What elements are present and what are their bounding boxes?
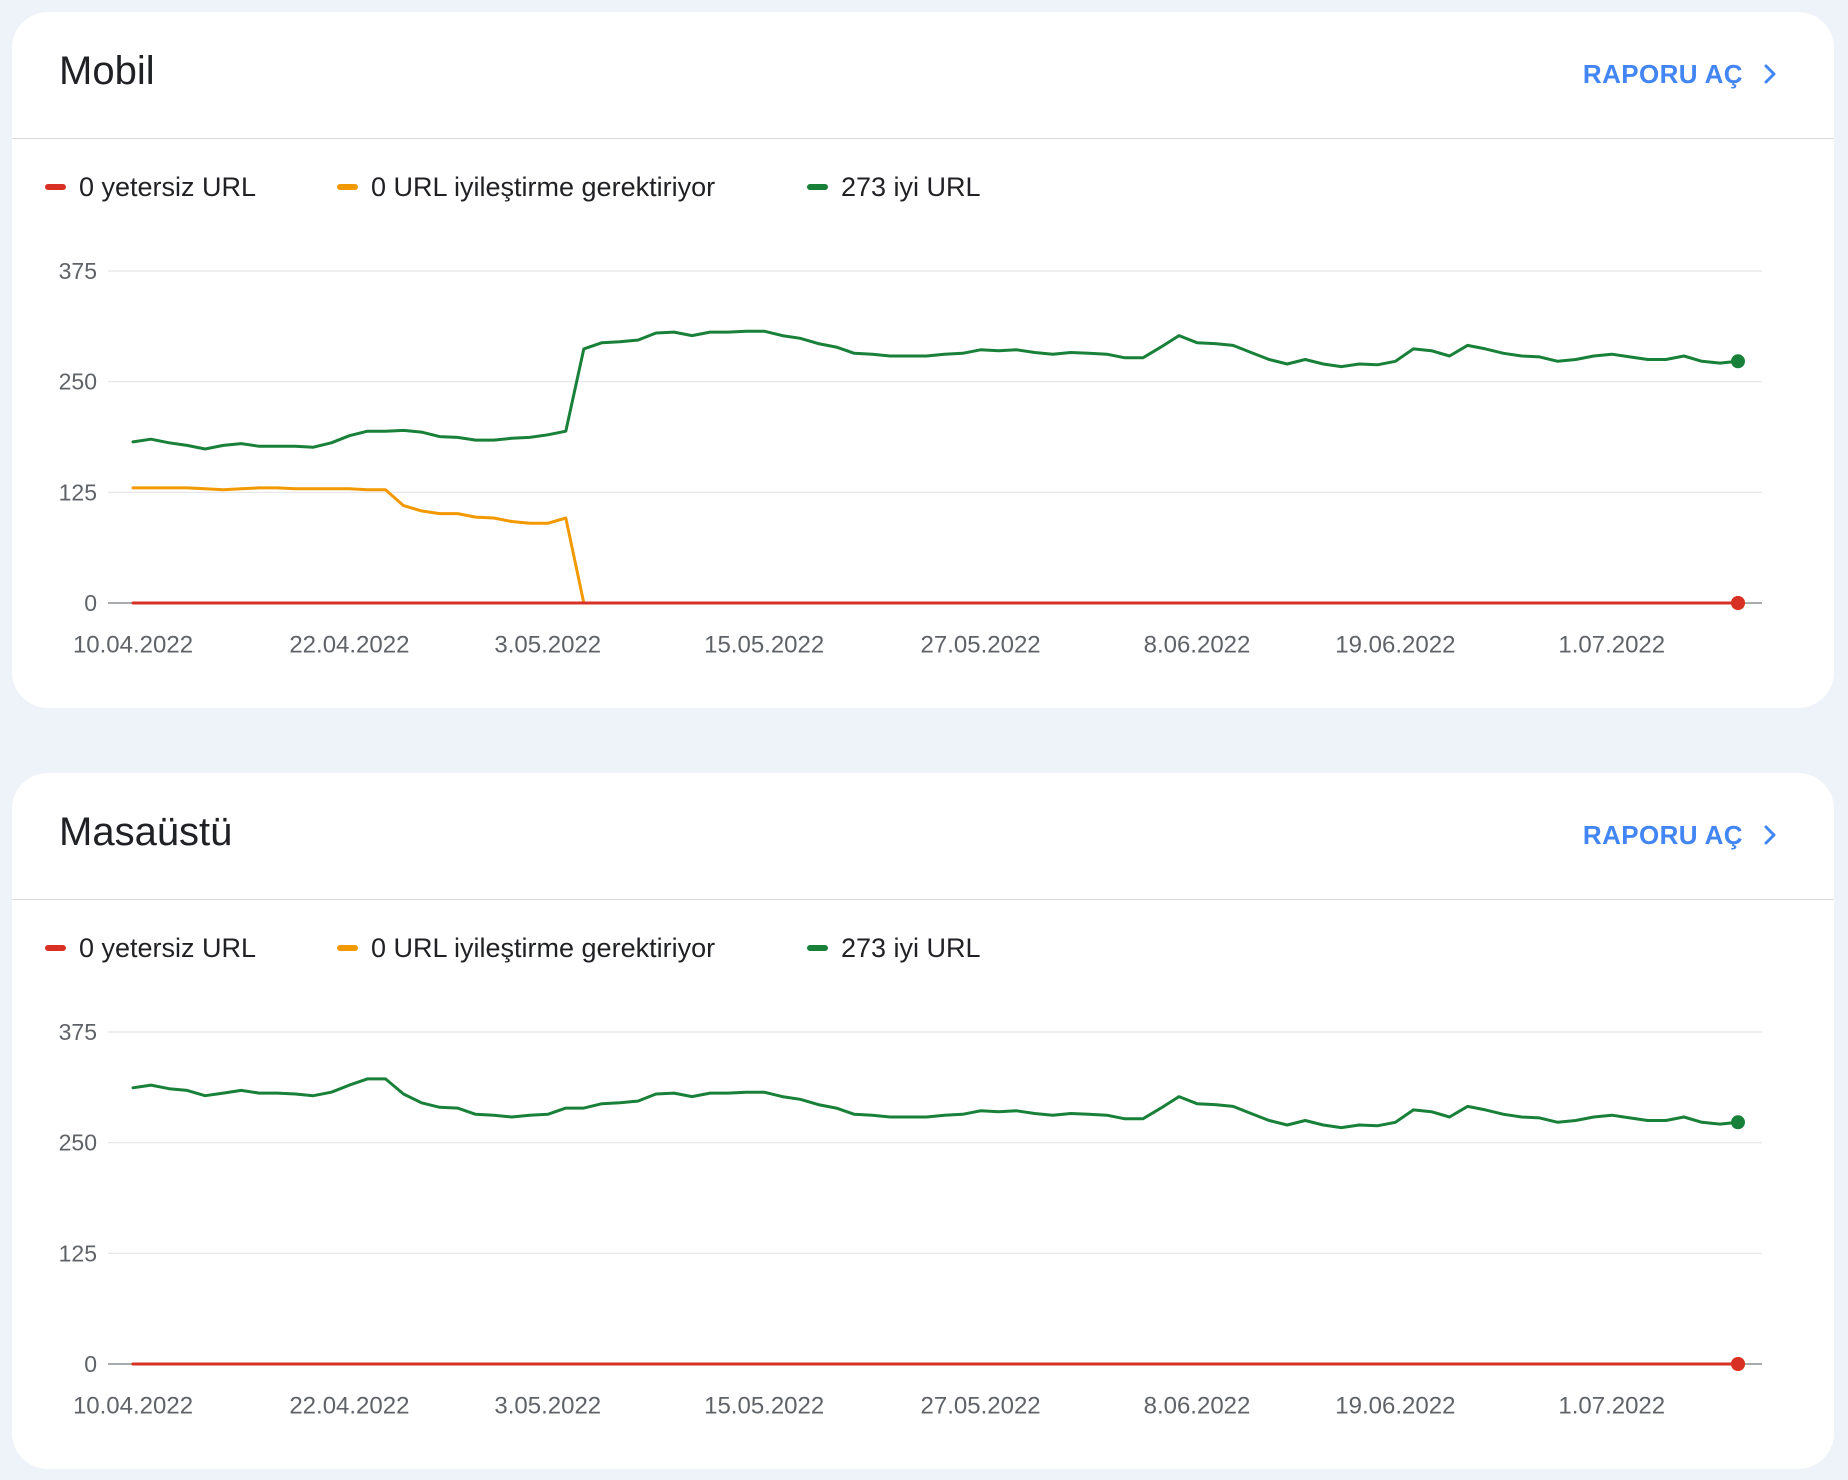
y-tick-label: 375 <box>59 258 97 284</box>
series-lines <box>131 1077 1740 1366</box>
x-tick-label: 1.07.2022 <box>1558 632 1665 659</box>
legend-swatch <box>337 945 358 951</box>
card-title: Masaüstü <box>59 810 233 854</box>
needs-improvement-urls-line <box>131 486 1740 605</box>
open-report-label: RAPORU AÇ <box>1582 819 1743 850</box>
legend-swatch <box>337 184 358 190</box>
chart-legend: 0 yetersiz URL 0 URL iyileştirme gerekti… <box>12 167 1834 207</box>
x-tick-label: 8.06.2022 <box>1144 1393 1251 1420</box>
poor-urls-last-point <box>1731 596 1745 610</box>
legend-label: 0 URL iyileştirme gerektiriyor <box>371 171 716 202</box>
x-tick-label: 10.04.2022 <box>73 632 193 659</box>
x-tick-label: 27.05.2022 <box>921 1393 1041 1420</box>
good-urls-last-point <box>1731 354 1745 369</box>
legend-item-needs-improvement-urls[interactable]: 0 URL iyileştirme gerektiriyor <box>337 167 715 207</box>
poor-urls-last-point <box>1731 1357 1745 1371</box>
legend-label: 273 iyi URL <box>841 932 981 963</box>
mobile-report-card: Mobil RAPORU AÇ 0 yetersiz URL 0 URL iyi… <box>12 12 1834 708</box>
legend-swatch <box>45 184 66 190</box>
x-tick-label: 27.05.2022 <box>921 632 1041 659</box>
chart-legend: 0 yetersiz URL 0 URL iyileştirme gerekti… <box>12 928 1834 968</box>
legend-item-good-urls[interactable]: 273 iyi URL <box>807 928 981 968</box>
x-tick-label: 15.05.2022 <box>704 632 824 659</box>
x-tick-label: 19.06.2022 <box>1335 1393 1455 1420</box>
y-tick-label: 0 <box>84 1351 97 1377</box>
legend-label: 0 yetersiz URL <box>79 171 257 202</box>
legend-swatch <box>45 945 66 951</box>
series-lines <box>131 329 1740 605</box>
legend-swatch <box>807 945 828 951</box>
y-tick-label: 375 <box>59 1019 97 1045</box>
y-axis: 0 125 250 375 <box>59 258 97 616</box>
legend-swatch <box>807 184 828 190</box>
last-point-markers <box>1731 354 1745 610</box>
gridlines <box>108 270 1762 604</box>
card-header: Mobil RAPORU AÇ <box>12 12 1834 139</box>
open-report-label: RAPORU AÇ <box>1582 58 1743 89</box>
y-tick-label: 125 <box>59 1240 97 1266</box>
y-tick-label: 250 <box>59 369 97 395</box>
y-tick-label: 250 <box>59 1130 97 1156</box>
legend-item-good-urls[interactable]: 273 iyi URL <box>807 167 981 207</box>
y-axis: 0 125 250 375 <box>59 1019 97 1377</box>
good-urls-line <box>131 1077 1740 1130</box>
x-tick-label: 1.07.2022 <box>1558 1393 1665 1420</box>
chevron-right-icon <box>1764 64 1776 84</box>
x-tick-label: 22.04.2022 <box>289 632 409 659</box>
good-urls-line <box>131 329 1740 451</box>
chevron-right-icon <box>1764 825 1776 845</box>
desktop-report-card: Masaüstü RAPORU AÇ 0 yetersiz URL 0 URL … <box>12 773 1834 1469</box>
x-tick-label: 19.06.2022 <box>1335 632 1455 659</box>
card-title: Mobil <box>59 49 155 93</box>
legend-label: 273 iyi URL <box>841 171 981 202</box>
x-tick-label: 3.05.2022 <box>494 632 601 659</box>
legend-item-poor-urls[interactable]: 0 yetersiz URL <box>45 167 256 207</box>
good-urls-last-point <box>1731 1115 1745 1130</box>
legend-item-poor-urls[interactable]: 0 yetersiz URL <box>45 928 256 968</box>
open-report-link[interactable]: RAPORU AÇ <box>1583 815 1777 855</box>
x-axis: 10.04.2022 22.04.2022 3.05.2022 15.05.2022 2… <box>73 1393 1665 1420</box>
legend-label: 0 URL iyileştirme gerektiriyor <box>371 932 716 963</box>
legend-item-needs-improvement-urls[interactable]: 0 URL iyileştirme gerektiriyor <box>337 928 715 968</box>
x-tick-label: 10.04.2022 <box>73 1393 193 1420</box>
x-tick-label: 15.05.2022 <box>704 1393 824 1420</box>
legend-label: 0 yetersiz URL <box>79 932 257 963</box>
y-tick-label: 0 <box>84 590 97 616</box>
x-tick-label: 3.05.2022 <box>494 1393 601 1420</box>
open-report-link[interactable]: RAPORU AÇ <box>1583 54 1777 94</box>
last-point-markers <box>1731 1115 1745 1371</box>
x-tick-label: 22.04.2022 <box>289 1393 409 1420</box>
card-header: Masaüstü RAPORU AÇ <box>12 773 1834 900</box>
x-tick-label: 8.06.2022 <box>1144 632 1251 659</box>
x-axis: 10.04.2022 22.04.2022 3.05.2022 15.05.2022 2… <box>73 632 1665 659</box>
y-tick-label: 125 <box>59 479 97 505</box>
